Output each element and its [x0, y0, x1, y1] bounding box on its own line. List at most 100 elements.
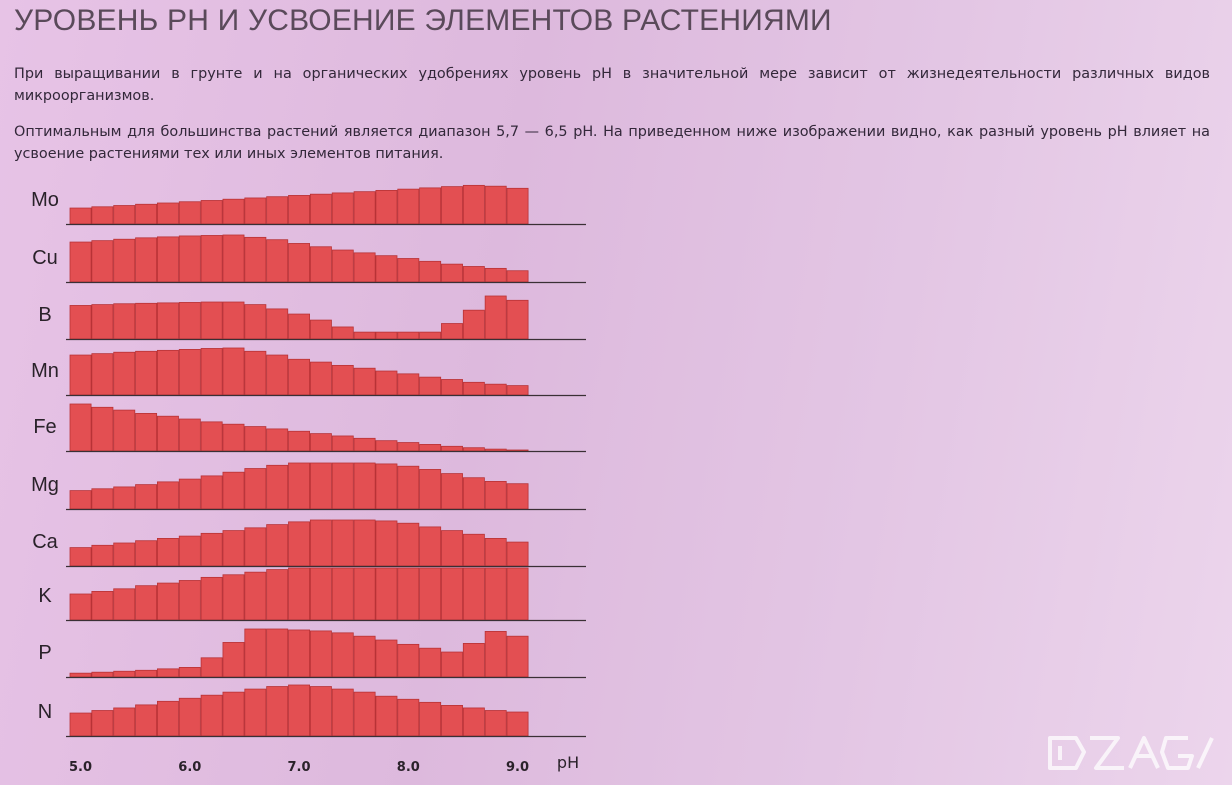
bar [156, 582, 179, 621]
bar [375, 639, 398, 678]
bar [222, 642, 245, 678]
bar [375, 520, 398, 567]
bar [222, 574, 245, 621]
bar [397, 188, 420, 225]
bar [462, 266, 485, 283]
bar [331, 462, 354, 510]
bar [113, 409, 136, 452]
bar [200, 532, 223, 567]
intro-paragraph-2: Оптимальным для большинства растений явл… [14, 124, 1210, 162]
page-title: УРОВЕНЬ РН И УСВОЕНИЕ ЭЛЕМЕНТОВ РАСТЕНИЯ… [14, 4, 832, 37]
x-tick-label: 9.0 [506, 760, 529, 775]
bar [462, 707, 485, 737]
bar [113, 238, 136, 283]
bar [484, 567, 507, 621]
bar [244, 426, 267, 452]
bar [484, 267, 507, 283]
bar [135, 540, 158, 567]
bar [178, 535, 201, 567]
bar [506, 635, 529, 678]
bar [484, 710, 507, 737]
bar [309, 686, 332, 737]
bar [266, 308, 289, 340]
bar [506, 483, 529, 510]
bar [397, 522, 420, 567]
bar [331, 435, 354, 452]
bar [156, 349, 179, 396]
bar [244, 527, 267, 567]
bar [309, 462, 332, 510]
element-row-k: K [38, 567, 586, 622]
bar [441, 263, 463, 283]
bar [288, 313, 311, 340]
bar [244, 688, 267, 737]
bar [288, 521, 311, 567]
bar [113, 351, 136, 396]
element-label: Mo [31, 189, 59, 211]
bar [353, 331, 376, 340]
bar [178, 580, 201, 621]
bar [178, 235, 201, 283]
bar [397, 465, 420, 510]
bar [156, 415, 179, 452]
bar [156, 668, 179, 678]
bar [69, 241, 92, 283]
bar [288, 462, 311, 510]
bar [178, 201, 201, 225]
bar [69, 712, 92, 737]
element-label: K [38, 585, 52, 607]
bar [288, 567, 311, 621]
bar [135, 704, 158, 737]
bar [266, 524, 289, 567]
bar [353, 252, 376, 283]
bar [91, 591, 114, 621]
bar [244, 350, 267, 396]
bar [462, 381, 485, 396]
bar [462, 309, 485, 340]
bar [91, 240, 114, 283]
bar [113, 486, 136, 510]
bar [419, 567, 442, 621]
bar [462, 567, 485, 621]
bar [375, 567, 398, 621]
bar [506, 299, 529, 340]
watermark-logo [1048, 736, 1214, 770]
bar [200, 657, 223, 678]
bar [113, 588, 136, 621]
bar [156, 700, 179, 737]
bar [244, 304, 267, 340]
bar [69, 490, 92, 510]
bar [222, 471, 245, 510]
bar [484, 631, 507, 678]
bar [69, 672, 92, 678]
bar [266, 569, 289, 621]
bar [156, 202, 179, 225]
bar [244, 197, 267, 225]
element-label: Mn [31, 360, 59, 382]
bar [135, 412, 158, 452]
bar [266, 686, 289, 737]
bar [397, 698, 420, 737]
bar [484, 448, 507, 452]
bar [178, 478, 201, 510]
bar [244, 236, 267, 283]
bar [375, 331, 398, 340]
bar [135, 350, 158, 396]
element-row-mg: Mg [31, 462, 586, 511]
bar [331, 192, 354, 225]
bar [91, 671, 114, 678]
bar [397, 373, 420, 396]
bar [244, 468, 267, 510]
bar [91, 488, 114, 510]
bar [91, 710, 114, 737]
element-label: Cu [32, 247, 58, 269]
bar [397, 331, 420, 340]
bar [331, 364, 354, 396]
bar [156, 302, 179, 340]
element-label: Ca [32, 531, 58, 553]
element-row-p: P [38, 628, 586, 679]
bar [397, 643, 420, 678]
bar [375, 189, 398, 225]
bar [419, 444, 442, 452]
bar [309, 319, 332, 340]
